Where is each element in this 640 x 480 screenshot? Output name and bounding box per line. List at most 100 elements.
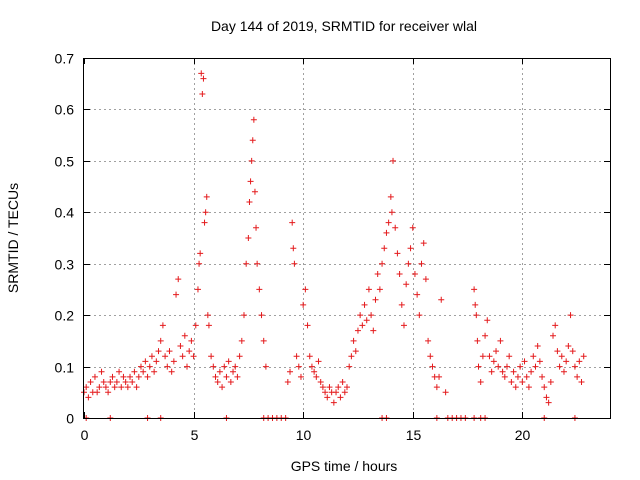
data-point xyxy=(122,379,129,385)
data-point xyxy=(484,317,491,324)
data-point xyxy=(168,368,175,375)
data-point xyxy=(517,363,524,370)
plot-frame xyxy=(83,58,611,419)
y-tick-label: 0.7 xyxy=(55,51,75,67)
data-point xyxy=(387,193,394,200)
data-point xyxy=(197,250,204,257)
data-point xyxy=(164,363,171,370)
data-point xyxy=(300,301,307,308)
data-point xyxy=(249,137,256,144)
data-point xyxy=(240,312,247,319)
data-point xyxy=(289,219,296,226)
data-point xyxy=(414,291,421,298)
data-point xyxy=(510,368,517,375)
data-point xyxy=(479,353,486,360)
data-point xyxy=(398,301,405,308)
data-point xyxy=(203,193,210,200)
data-point xyxy=(192,322,199,329)
data-point xyxy=(91,373,98,380)
data-point xyxy=(532,363,539,370)
data-point xyxy=(499,368,506,375)
data-point xyxy=(344,384,350,391)
data-point xyxy=(208,353,215,360)
data-point xyxy=(541,384,548,391)
data-point xyxy=(232,363,239,370)
data-point xyxy=(317,379,324,385)
data-point xyxy=(514,373,521,380)
data-point xyxy=(287,368,294,375)
data-point xyxy=(157,337,164,344)
data-point xyxy=(558,353,565,360)
data-point xyxy=(427,353,434,360)
data-point xyxy=(198,70,205,77)
data-point xyxy=(530,353,537,360)
data-point xyxy=(234,373,241,380)
data-point xyxy=(253,224,260,231)
data-point xyxy=(554,348,561,355)
data-point xyxy=(490,358,497,365)
data-point xyxy=(245,235,252,241)
data-point xyxy=(306,353,313,360)
data-point xyxy=(409,224,416,231)
data-point xyxy=(563,358,570,365)
data-point xyxy=(153,358,160,365)
data-point xyxy=(348,353,355,360)
data-point xyxy=(83,384,90,391)
data-point xyxy=(322,389,329,396)
data-point xyxy=(407,245,414,252)
data-point xyxy=(374,271,381,277)
data-point xyxy=(311,368,318,375)
data-point xyxy=(385,219,392,226)
data-point xyxy=(230,368,237,375)
data-point xyxy=(539,373,546,380)
y-tick-label: 0 xyxy=(66,411,74,427)
data-point xyxy=(295,363,302,370)
data-point xyxy=(383,229,390,236)
data-point xyxy=(333,389,340,396)
data-point xyxy=(319,384,326,391)
data-point xyxy=(543,394,550,401)
data-point xyxy=(291,260,298,267)
data-point xyxy=(474,337,481,344)
data-point xyxy=(416,312,423,319)
data-point xyxy=(381,245,388,252)
data-point xyxy=(107,379,114,385)
data-point xyxy=(102,384,109,391)
data-point xyxy=(201,219,208,226)
data-point xyxy=(111,384,118,391)
data-point xyxy=(144,373,151,380)
data-point xyxy=(493,348,500,355)
data-point xyxy=(497,337,504,344)
data-point xyxy=(471,286,478,293)
data-point xyxy=(506,353,513,360)
data-point xyxy=(113,379,120,385)
data-point xyxy=(578,379,585,385)
data-point xyxy=(214,379,221,385)
data-point xyxy=(284,379,291,385)
x-tick-label: 5 xyxy=(191,427,199,443)
data-point xyxy=(567,312,574,319)
data-point xyxy=(210,363,217,370)
data-point xyxy=(403,281,410,288)
data-point xyxy=(293,353,300,360)
x-tick-label: 10 xyxy=(296,427,312,443)
data-point xyxy=(350,337,357,344)
data-point xyxy=(354,327,361,334)
data-point xyxy=(370,327,377,334)
data-point xyxy=(436,373,443,380)
data-point xyxy=(425,337,432,344)
data-point xyxy=(405,260,412,267)
data-point xyxy=(199,91,206,97)
data-point xyxy=(140,368,147,375)
data-points xyxy=(81,70,587,421)
data-point xyxy=(429,363,436,370)
data-point xyxy=(512,384,519,391)
data-point xyxy=(503,363,510,370)
data-point xyxy=(341,389,348,396)
data-point xyxy=(219,384,226,391)
data-point xyxy=(315,358,322,365)
data-point xyxy=(473,312,480,319)
data-point xyxy=(186,348,193,355)
data-point xyxy=(372,296,379,303)
